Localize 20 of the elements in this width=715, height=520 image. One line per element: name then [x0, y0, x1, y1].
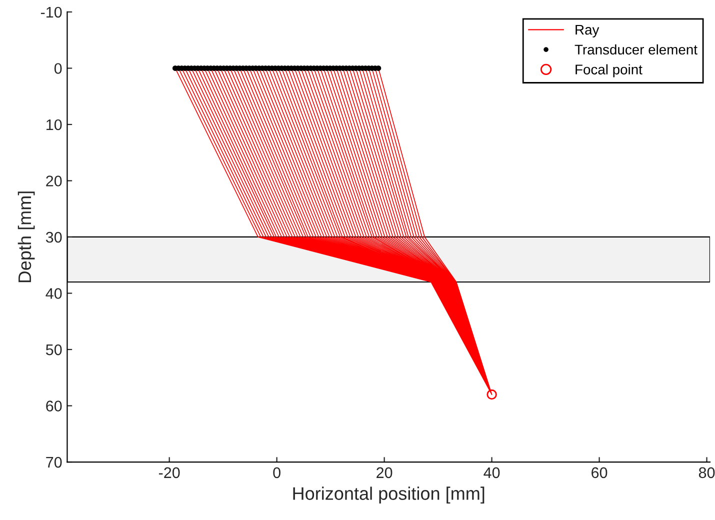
- x-axis-title: Horizontal position [mm]: [293, 486, 484, 504]
- y-tick-label: 0: [54, 63, 62, 74]
- y-tick-label: 50: [46, 344, 62, 356]
- y-tick-label: -10: [40, 6, 62, 18]
- y-axis-title: Depth [mm]: [18, 192, 35, 282]
- y-tick-label: 60: [46, 400, 62, 412]
- y-tick-label: 40: [46, 288, 62, 299]
- y-tick-label: 30: [46, 232, 62, 243]
- x-tick-label: 80: [698, 467, 715, 478]
- x-tick-label: 20: [376, 467, 392, 478]
- legend-label: Transducer element: [574, 44, 698, 55]
- x-tick-label: 40: [484, 467, 500, 478]
- y-tick-label: 70: [46, 456, 62, 468]
- legend-label: Focal point: [576, 64, 642, 78]
- y-tick-label: 20: [46, 176, 62, 186]
- x-tick-label: 60: [592, 467, 608, 478]
- y-tick-label: 10: [46, 119, 62, 130]
- x-tick-label: -20: [158, 467, 180, 478]
- legend-label: Ray: [576, 24, 600, 38]
- x-tick-label: 0: [273, 467, 280, 478]
